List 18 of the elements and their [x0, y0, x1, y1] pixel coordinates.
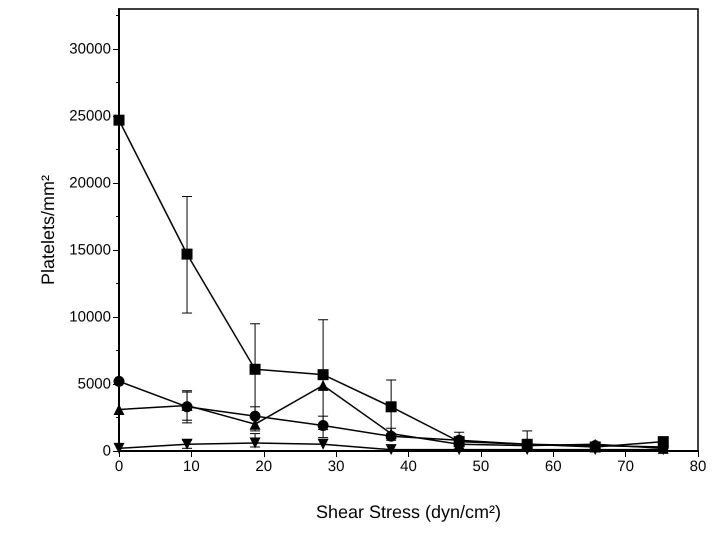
y-tick-label: 30000 — [69, 40, 111, 58]
y-tick-label: 5000 — [78, 376, 111, 393]
x-tick-label: 40 — [400, 458, 417, 475]
x-axis-title: Shear Stress (dyn/cm²) — [316, 502, 502, 522]
x-tick-label: 10 — [183, 458, 200, 475]
y-tick-label: 25000 — [69, 108, 111, 125]
y-tick-label: 15000 — [69, 242, 111, 259]
x-tick-label: 20 — [255, 458, 272, 475]
x-tick-label: 70 — [617, 458, 634, 475]
y-tick-label: 0 — [102, 442, 111, 460]
x-tick-label: 0 — [114, 458, 124, 475]
x-tick-label: 50 — [472, 458, 490, 475]
y-tick-label: 20000 — [69, 174, 111, 192]
x-tick-label: 60 — [544, 458, 562, 475]
y-axis-title: Platelets/mm² — [38, 174, 58, 286]
x-tick-label: 30 — [328, 458, 344, 475]
x-tick-label: 80 — [690, 458, 706, 475]
y-tick-label: 10000 — [69, 308, 111, 326]
